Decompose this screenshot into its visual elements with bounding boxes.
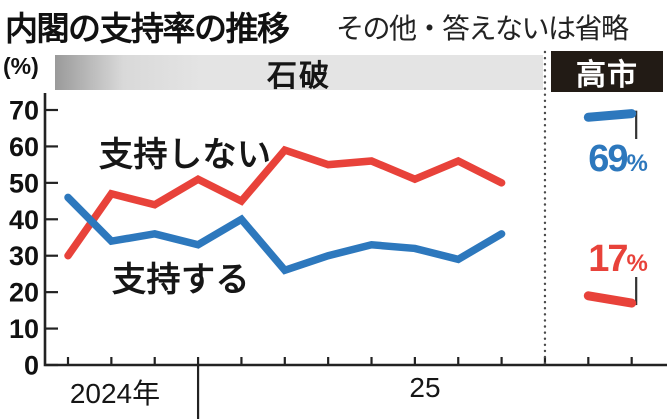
- y-axis-tick-label: 20: [9, 278, 39, 308]
- y-axis-tick-label: 30: [9, 241, 39, 271]
- y-axis-tick-label: 10: [9, 314, 39, 344]
- page-title: 内閣の支持率の推移: [5, 10, 290, 47]
- line-disapprove-ishiba: [64, 145, 506, 260]
- y-axis-tick-label: 60: [9, 132, 39, 162]
- latest-disapprove-value: 17%: [575, 240, 661, 278]
- y-axis-tick-label: 70: [9, 96, 39, 126]
- latest-approve-number: 69: [588, 138, 628, 180]
- period-band-ishiba-label: 石破: [267, 59, 331, 93]
- y-axis-tick-label: 0: [24, 351, 39, 381]
- y-axis-tick-label: 40: [9, 205, 39, 235]
- latest-approve-value: 69%: [575, 140, 661, 178]
- line-disapprove-takaichi: [583, 291, 637, 308]
- latest-disapprove-number: 17: [588, 238, 628, 280]
- period-band-takaichi: 高市: [551, 51, 663, 92]
- y-axis-unit-label: (%): [3, 53, 39, 79]
- x-axis-label-2024: 2024年: [69, 378, 161, 409]
- line-approve-ishiba: [64, 193, 506, 275]
- latest-disapprove-unit: %: [626, 250, 648, 277]
- x-axis-label-25: 25: [409, 372, 441, 403]
- series-label-disapprove: 支持しない: [99, 136, 272, 174]
- y-axis-tick-label: 50: [9, 168, 39, 198]
- period-band-takaichi-label: 高市: [576, 58, 638, 92]
- line-approve-takaichi: [583, 109, 637, 122]
- latest-approve-unit: %: [626, 150, 648, 177]
- series-label-approve: 支持する: [112, 261, 250, 299]
- chart-note: その他・答えないは省略: [336, 13, 629, 44]
- period-band-ishiba: 石破: [55, 55, 543, 93]
